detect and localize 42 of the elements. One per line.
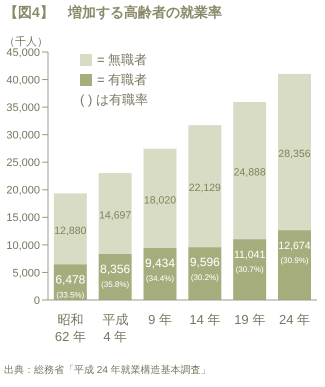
x-tick-label: 24 年	[279, 312, 310, 327]
bar	[278, 74, 311, 230]
source-note: 出典：総務省「平成 24 年就業構造基本調査」	[4, 364, 211, 377]
data-label: 9,596 (30.2%)	[190, 255, 220, 282]
data-label: 11,041 (30.7%)	[234, 249, 266, 274]
y-axis-title: （千人）	[4, 35, 48, 48]
x-tick-label: 昭和 62 年	[54, 312, 86, 344]
annotation: ( ) は有職率	[80, 91, 148, 109]
bar	[233, 239, 266, 300]
y-tick-label: 10,000	[6, 240, 40, 252]
chart-title: 【図4】 増加する高齢者の就業率	[4, 4, 222, 22]
legend-label: = 有職者	[97, 71, 148, 89]
data-label: 6,478 (33.5%)	[55, 272, 86, 300]
data-label: 12,674 (30.9%)	[278, 240, 311, 266]
x-tick-label: 9 年	[148, 312, 172, 327]
bar	[98, 172, 132, 254]
y-tick-label: 40,000	[6, 74, 40, 86]
y-tick-label: 0	[34, 294, 40, 307]
bar	[54, 193, 87, 264]
legend-label: = 無職者	[97, 51, 148, 69]
data-label: 22,129	[188, 182, 222, 194]
bar	[188, 125, 222, 248]
x-tick-label: 14 年	[189, 312, 220, 327]
data-label: 12,880	[54, 224, 87, 237]
data-label: 18,020	[144, 194, 176, 206]
data-label: 24,888	[234, 166, 266, 179]
bar	[278, 230, 311, 300]
data-label: 14,697	[99, 209, 132, 222]
y-tick-label: 20,000	[6, 184, 40, 197]
data-label: 9,434 (34.4%)	[144, 256, 176, 284]
y-tick-label: 45,000	[6, 46, 40, 59]
x-tick-label: 平成 4 年	[102, 312, 128, 344]
y-tick-label: 35,000	[6, 102, 40, 114]
data-label: 8,356 (35.8%)	[100, 262, 130, 289]
y-tick-label: 15,000	[6, 212, 40, 224]
bar	[143, 148, 176, 248]
x-tick-label: 19 年	[234, 312, 266, 327]
data-label: 28,356	[278, 148, 311, 160]
bar	[233, 102, 266, 240]
y-tick-label: 30,000	[6, 130, 40, 142]
y-tick-label: 5,000	[12, 267, 40, 280]
y-tick-label: 25,000	[6, 157, 40, 170]
